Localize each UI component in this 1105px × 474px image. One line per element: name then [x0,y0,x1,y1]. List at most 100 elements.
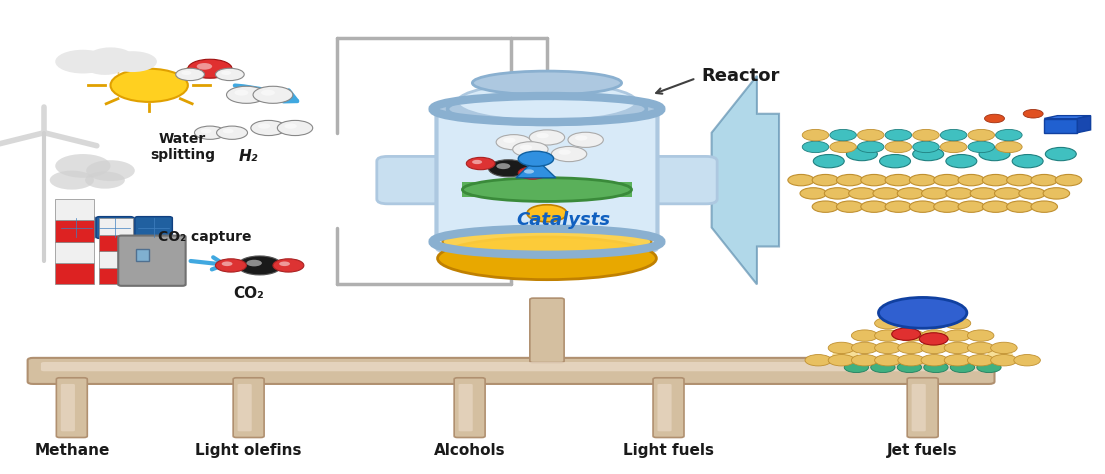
FancyBboxPatch shape [907,378,938,438]
Circle shape [472,160,482,164]
Circle shape [996,129,1022,141]
Circle shape [846,147,877,161]
Circle shape [176,68,204,81]
Circle shape [897,362,922,373]
Circle shape [1012,155,1043,168]
Circle shape [280,262,290,266]
Circle shape [201,129,211,133]
Circle shape [518,167,547,179]
Text: Reactor: Reactor [702,67,780,85]
Circle shape [940,129,967,141]
Circle shape [215,259,246,272]
Text: CO₂ capture: CO₂ capture [158,230,251,244]
Ellipse shape [442,227,652,257]
Circle shape [1031,174,1057,186]
Circle shape [518,151,554,166]
Circle shape [251,120,286,136]
Circle shape [1062,119,1082,128]
Circle shape [273,259,304,272]
Polygon shape [516,159,556,178]
FancyBboxPatch shape [912,384,926,431]
Circle shape [922,188,948,199]
Circle shape [527,205,567,222]
Circle shape [1055,174,1082,186]
Ellipse shape [448,94,646,124]
Circle shape [922,355,947,366]
Circle shape [940,141,967,153]
FancyBboxPatch shape [530,298,564,363]
Circle shape [227,86,266,103]
Circle shape [996,141,1022,153]
Circle shape [857,141,884,153]
Circle shape [874,355,901,366]
FancyBboxPatch shape [454,378,485,438]
Circle shape [945,318,971,329]
Circle shape [496,135,532,150]
Circle shape [922,330,947,341]
Circle shape [982,174,1009,186]
Circle shape [922,318,948,329]
Circle shape [913,147,944,161]
Circle shape [1031,201,1057,212]
Circle shape [861,201,887,212]
Circle shape [897,330,924,341]
Circle shape [800,188,827,199]
Circle shape [1045,147,1076,161]
Circle shape [946,155,977,168]
Circle shape [496,163,511,169]
Bar [55,199,94,220]
Circle shape [1019,188,1045,199]
Text: Water
splitting: Water splitting [150,132,214,162]
Circle shape [875,318,902,329]
Circle shape [944,342,970,354]
Bar [99,218,133,235]
Circle shape [466,157,495,170]
Circle shape [944,330,970,341]
Circle shape [885,129,912,141]
Circle shape [885,201,912,212]
Circle shape [50,171,94,190]
Ellipse shape [438,237,656,280]
Circle shape [982,201,1009,212]
Polygon shape [1044,116,1091,118]
FancyBboxPatch shape [233,378,264,438]
Circle shape [222,262,232,266]
Circle shape [922,342,947,354]
Circle shape [513,142,548,157]
Circle shape [813,155,844,168]
Circle shape [885,174,912,186]
Circle shape [897,342,924,354]
Circle shape [194,126,225,139]
Circle shape [852,355,878,366]
Circle shape [812,174,839,186]
FancyBboxPatch shape [459,384,473,431]
Circle shape [804,355,831,366]
Circle shape [110,69,188,102]
Circle shape [934,174,960,186]
Bar [99,235,133,251]
Polygon shape [712,76,779,284]
Circle shape [85,172,125,189]
FancyBboxPatch shape [28,358,994,384]
Circle shape [832,350,859,361]
Circle shape [977,362,1001,373]
Circle shape [873,188,899,199]
Circle shape [277,120,313,136]
Circle shape [849,188,875,199]
Circle shape [924,362,948,373]
Circle shape [1007,201,1033,212]
Circle shape [802,129,829,141]
Circle shape [86,160,135,181]
Circle shape [979,147,1010,161]
Circle shape [188,59,232,78]
Ellipse shape [878,298,967,328]
Circle shape [55,154,110,178]
Circle shape [488,160,528,177]
Circle shape [223,129,233,133]
Circle shape [950,362,975,373]
FancyBboxPatch shape [641,156,717,204]
Bar [99,268,133,284]
Circle shape [934,201,960,212]
Circle shape [253,86,293,103]
Circle shape [788,174,814,186]
